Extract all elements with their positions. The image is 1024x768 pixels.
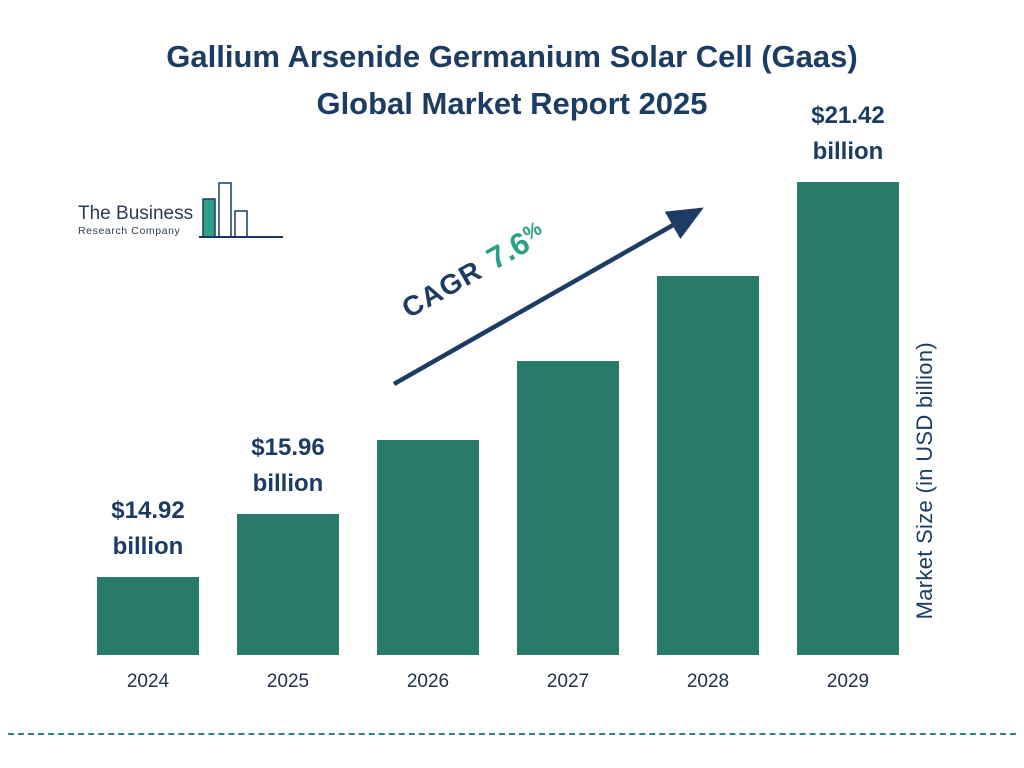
bar-chart-plot-area: $14.92 billion 2024 $15.96 billion 2025 … [97,85,899,700]
bar-2026 [377,440,479,655]
bar-column-2026: 2026 [377,440,479,700]
y-axis-label: Market Size (in USD billion) [912,342,937,620]
cagr-trend-arrow-icon [392,207,704,386]
bar-2027 [517,361,619,655]
bar-column-2028: 2028 [657,276,759,700]
bar-column-2024: $14.92 billion 2024 [97,493,199,700]
x-axis-label-2024: 2024 [126,671,170,692]
value-label-unit: billion [812,138,884,165]
value-label-unit: billion [252,470,324,497]
x-axis-label-2028: 2028 [686,671,730,692]
value-label-amount: $14.92 [111,497,185,524]
bar-2028 [657,276,759,655]
value-label-amount: $21.42 [811,102,885,129]
bar-2024 [97,577,199,655]
value-label: $21.42 billion [811,98,884,170]
logo-bar-chart-icon [199,182,283,238]
bar-column-2029: $21.42 billion 2029 [797,98,899,700]
value-label-amount: $15.96 [251,434,325,461]
x-axis-label-2025: 2025 [266,671,310,692]
bar-column-2027: 2027 [517,361,619,700]
company-logo: The Business Research Company [78,203,193,237]
x-axis-label-2029: 2029 [826,671,870,692]
logo-subname: Research Company [78,224,181,237]
x-axis-label-2026: 2026 [406,671,450,692]
bar-2029 [797,182,899,655]
cagr-arrow-line [392,207,704,386]
value-label: $14.92 billion [111,493,184,565]
chart-title-line1: Gallium Arsenide Germanium Solar Cell (G… [166,39,858,74]
value-label: $15.96 billion [251,430,324,502]
x-axis-label-2027: 2027 [546,671,590,692]
chart-title: Gallium Arsenide Germanium Solar Cell (G… [0,34,1024,127]
bar-2025 [237,514,339,655]
chart-title-line2: Global Market Report 2025 [316,85,708,121]
logo-name: The Business [78,203,194,224]
bar-column-2025: $15.96 billion 2025 [237,430,339,700]
bottom-dashed-divider [8,733,1016,735]
value-label-unit: billion [112,533,184,560]
